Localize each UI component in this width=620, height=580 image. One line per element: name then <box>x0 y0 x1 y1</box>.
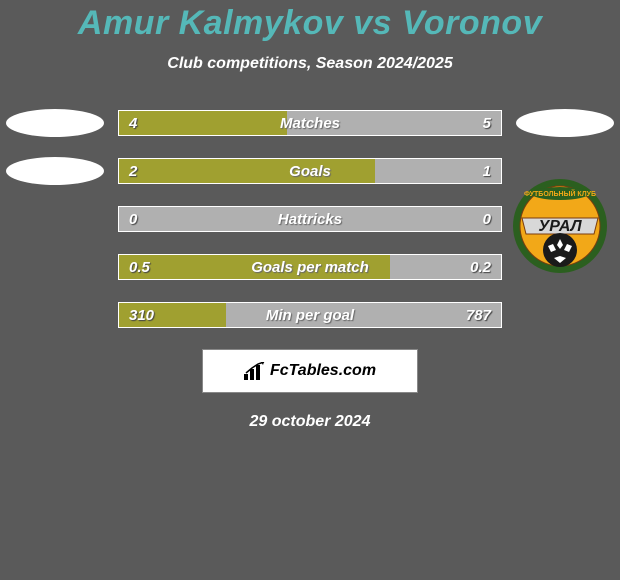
fctables-branding-box: FcTables.com <box>202 349 418 393</box>
stat-value-right: 5 <box>483 111 491 135</box>
stat-value-right: 0.2 <box>470 255 491 279</box>
date-text: 29 october 2024 <box>0 413 620 431</box>
stat-label: Goals per match <box>119 255 501 279</box>
fctables-text: FcTables.com <box>270 362 376 380</box>
stat-bar: Min per goal310 787 <box>118 302 502 328</box>
stat-row: Min per goal310 787 <box>0 301 620 329</box>
player-ellipse-icon <box>6 157 104 185</box>
stat-bar: Goals per match0.5 0.2 <box>118 254 502 280</box>
club-badge-ural: ФУТБОЛЬНЫЙ КЛУБ УРАЛ <box>512 178 608 274</box>
stat-bar: Matches4 5 <box>118 110 502 136</box>
stat-bar: Goals2 1 <box>118 158 502 184</box>
stat-label: Goals <box>119 159 501 183</box>
stat-value-left: 310 <box>129 303 154 327</box>
player-ellipse-icon <box>6 109 104 137</box>
subtitle: Club competitions, Season 2024/2025 <box>0 55 620 73</box>
stat-value-left: 0 <box>129 207 137 231</box>
player-left-badge <box>0 205 110 233</box>
svg-text:УРАЛ: УРАЛ <box>538 218 582 235</box>
player-left-badge <box>0 157 110 185</box>
bar-chart-icon <box>244 362 266 380</box>
stat-value-right: 1 <box>483 159 491 183</box>
player-right-badge <box>510 301 620 329</box>
stat-value-left: 4 <box>129 111 137 135</box>
player-ellipse-icon <box>516 109 614 137</box>
player-left-badge <box>0 253 110 281</box>
svg-text:ФУТБОЛЬНЫЙ КЛУБ: ФУТБОЛЬНЫЙ КЛУБ <box>524 189 596 198</box>
stat-bar: Hattricks0 0 <box>118 206 502 232</box>
page-title: Amur Kalmykov vs Voronov <box>0 4 620 43</box>
stat-row: Matches4 5 <box>0 109 620 137</box>
stat-value-left: 0.5 <box>129 255 150 279</box>
stat-value-right: 0 <box>483 207 491 231</box>
player-left-badge <box>0 301 110 329</box>
stat-value-left: 2 <box>129 159 137 183</box>
player-right-badge <box>510 109 620 137</box>
stat-label: Matches <box>119 111 501 135</box>
stat-label: Min per goal <box>119 303 501 327</box>
player-left-badge <box>0 109 110 137</box>
stat-label: Hattricks <box>119 207 501 231</box>
stat-value-right: 787 <box>466 303 491 327</box>
fctables-logo: FcTables.com <box>244 362 376 380</box>
